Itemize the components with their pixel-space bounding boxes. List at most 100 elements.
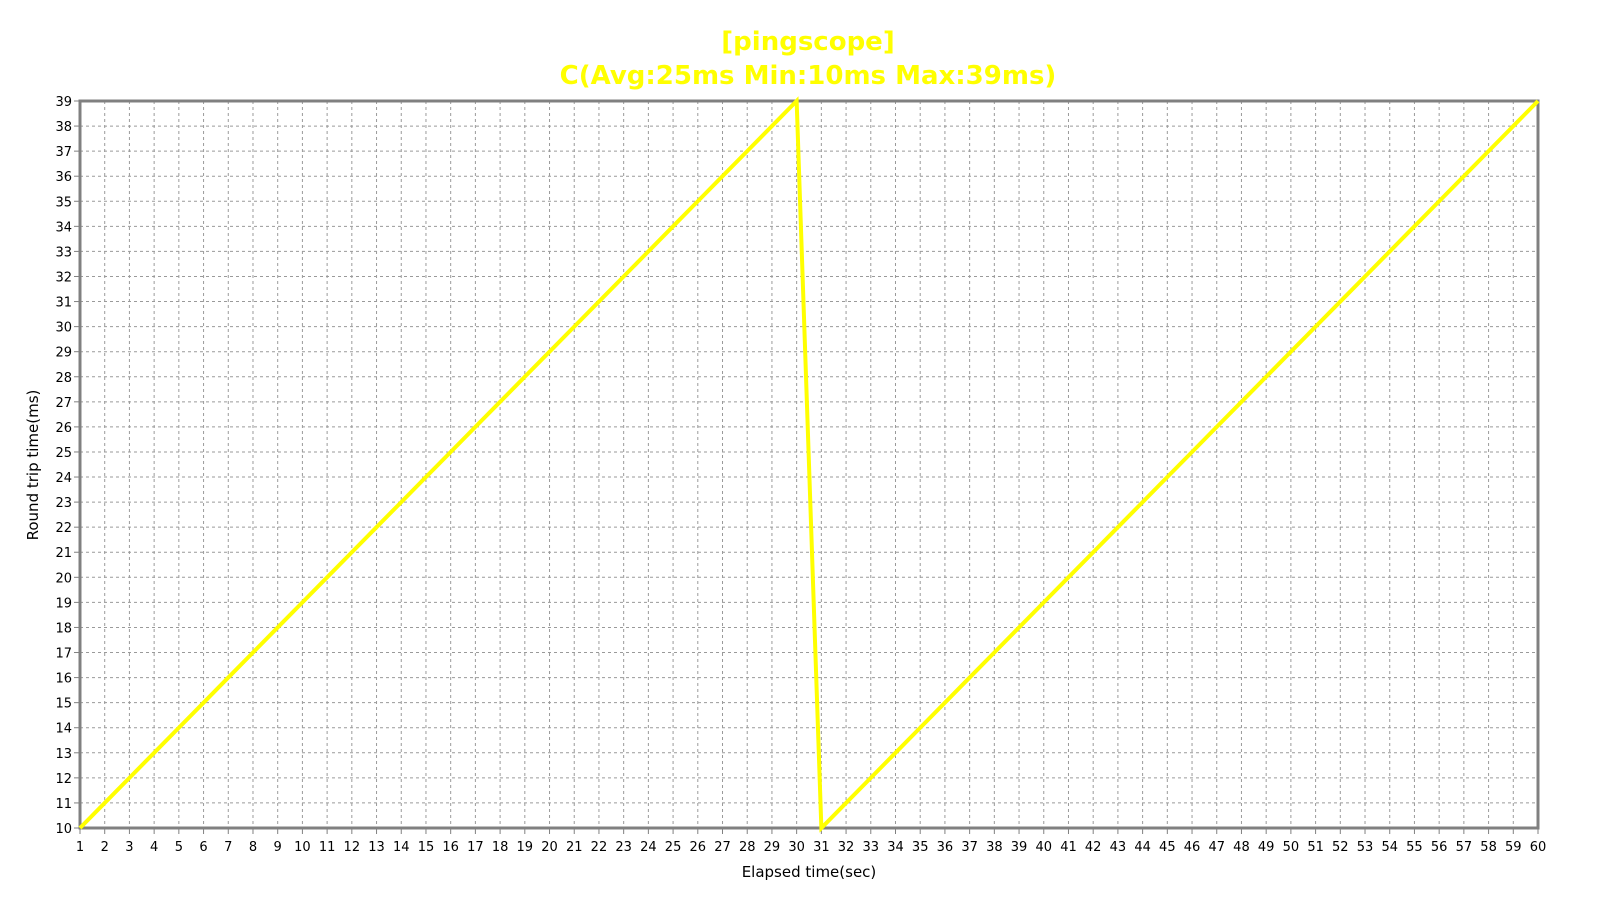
x-tick-label: 39	[1011, 840, 1028, 855]
x-tick-label: 9	[274, 840, 282, 855]
x-tick-label: 40	[1035, 840, 1052, 855]
x-tick-label: 35	[912, 840, 929, 855]
y-axis-label: Round trip time(ms)	[24, 390, 42, 541]
y-tick-label: 23	[55, 496, 72, 511]
x-tick-label: 37	[961, 840, 978, 855]
x-tick-label: 33	[863, 840, 880, 855]
x-tick-label: 31	[813, 840, 830, 855]
x-tick-label: 3	[125, 840, 133, 855]
y-tick-label: 16	[55, 672, 72, 687]
y-tick-label: 17	[55, 647, 72, 662]
x-tick-label: 12	[344, 840, 361, 855]
x-tick-label: 17	[467, 840, 484, 855]
x-tick-label: 16	[442, 840, 459, 855]
y-tick-label: 11	[55, 797, 72, 812]
x-tick-label: 34	[887, 840, 904, 855]
x-tick-label: 49	[1258, 840, 1275, 855]
y-tick-label: 18	[55, 621, 72, 636]
y-tick-label: 34	[55, 220, 72, 235]
y-tick-label: 20	[55, 571, 72, 586]
y-tick-label: 39	[55, 95, 72, 110]
x-tick-label: 20	[541, 840, 558, 855]
x-tick-label: 6	[199, 840, 207, 855]
y-tick-label: 29	[55, 346, 72, 361]
x-tick-label: 41	[1060, 840, 1077, 855]
chart-title: [pingscope]	[721, 27, 894, 57]
x-tick-label: 28	[739, 840, 756, 855]
y-tick-label: 21	[55, 546, 72, 561]
x-tick-label: 59	[1505, 840, 1522, 855]
y-tick-label: 36	[55, 170, 72, 185]
chart-subtitle: C(Avg:25ms Min:10ms Max:39ms)	[560, 61, 1057, 91]
tick-layer: 1 2 3 4 5 6 7 8 9 10 11 12 13 14 15 16 17 18 19 20 21 22 23 24 2…	[55, 95, 1546, 855]
y-tick-label: 25	[55, 446, 72, 461]
y-tick-label: 15	[55, 697, 72, 712]
y-tick-label: 38	[55, 120, 72, 135]
y-tick-label: 33	[55, 245, 72, 260]
x-tick-label: 57	[1456, 840, 1473, 855]
x-tick-label: 51	[1307, 840, 1324, 855]
x-tick-label: 19	[517, 840, 534, 855]
x-tick-label: 24	[640, 840, 657, 855]
x-tick-label: 48	[1233, 840, 1250, 855]
series-layer	[78, 96, 1540, 833]
x-tick-label: 22	[591, 840, 608, 855]
x-tick-label: 52	[1332, 840, 1349, 855]
y-tick-label: 26	[55, 421, 72, 436]
x-tick-label: 32	[838, 840, 855, 855]
x-tick-label: 27	[714, 840, 731, 855]
grid-layer	[80, 101, 1538, 828]
y-tick-label: 10	[55, 822, 72, 837]
y-tick-label: 28	[55, 371, 72, 386]
x-tick-label: 55	[1406, 840, 1423, 855]
x-tick-label: 50	[1283, 840, 1300, 855]
y-tick-label: 31	[55, 296, 72, 311]
x-tick-label: 42	[1085, 840, 1102, 855]
x-tick-label: 7	[224, 840, 232, 855]
y-tick-label: 35	[55, 195, 72, 210]
x-tick-label: 13	[368, 840, 385, 855]
y-tick-label: 32	[55, 270, 72, 285]
x-tick-label: 44	[1134, 840, 1151, 855]
y-tick-label: 37	[55, 145, 72, 160]
x-tick-label: 10	[294, 840, 311, 855]
x-tick-label: 46	[1184, 840, 1201, 855]
y-tick-label: 27	[55, 396, 72, 411]
y-tick-label: 14	[55, 722, 72, 737]
x-tick-label: 29	[764, 840, 781, 855]
x-tick-label: 18	[492, 840, 509, 855]
series-line	[78, 96, 1540, 833]
x-tick-label: 15	[418, 840, 435, 855]
x-tick-label: 38	[986, 840, 1003, 855]
x-tick-label: 30	[788, 840, 805, 855]
x-tick-label: 54	[1381, 840, 1398, 855]
plot-frame	[78, 99, 1540, 830]
y-tick-label: 30	[55, 321, 72, 336]
x-tick-label: 21	[566, 840, 583, 855]
x-axis-label: Elapsed time(sec)	[742, 863, 877, 881]
x-tick-label: 58	[1480, 840, 1497, 855]
y-tick-label: 19	[55, 596, 72, 611]
x-tick-label: 45	[1159, 840, 1176, 855]
x-tick-label: 56	[1431, 840, 1448, 855]
x-tick-label: 8	[249, 840, 257, 855]
y-tick-label: 22	[55, 521, 72, 536]
x-tick-label: 60	[1530, 840, 1547, 855]
x-tick-label: 26	[690, 840, 707, 855]
x-tick-label: 23	[615, 840, 632, 855]
x-tick-label: 11	[319, 840, 336, 855]
x-tick-label: 47	[1208, 840, 1225, 855]
x-tick-label: 14	[393, 840, 410, 855]
x-tick-label: 1	[76, 840, 84, 855]
x-tick-label: 4	[150, 840, 158, 855]
y-tick-label: 13	[55, 747, 72, 762]
x-tick-label: 25	[665, 840, 682, 855]
y-tick-label: 24	[55, 471, 72, 486]
x-tick-label: 5	[175, 840, 183, 855]
x-tick-label: 2	[101, 840, 109, 855]
x-tick-label: 36	[937, 840, 954, 855]
x-tick-label: 43	[1110, 840, 1127, 855]
x-tick-label: 53	[1357, 840, 1374, 855]
